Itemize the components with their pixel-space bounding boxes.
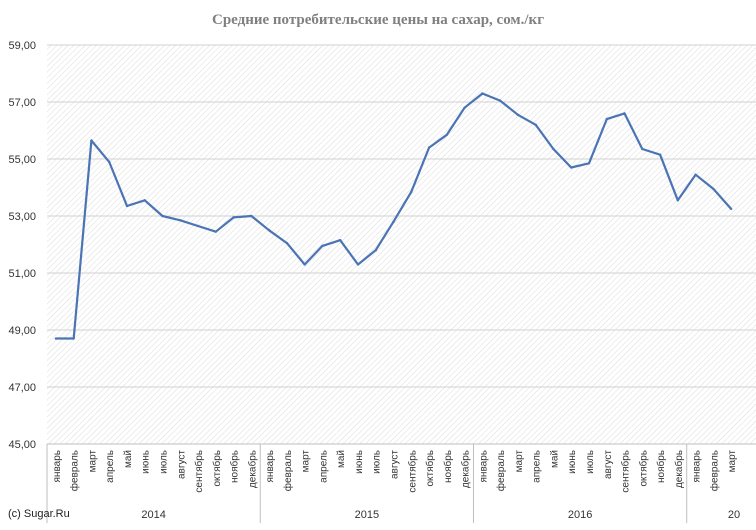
x-tick-label: февраль [69,450,81,491]
data-point [143,199,146,202]
data-point [250,214,253,218]
y-tick-label: 45,00 [8,439,36,451]
data-point [587,162,591,165]
x-tick-label: апрель [318,450,329,483]
y-tick-label: 53,00 [8,211,36,223]
x-tick-label: октябрь [424,450,436,487]
x-tick-label: сентябрь [620,450,632,493]
x-tick-label: май [549,450,560,468]
x-tick-label: декабрь [246,450,258,488]
data-point [676,199,680,202]
x-tick-label: июль [585,450,596,474]
year-label: 2014 [141,509,165,521]
x-tick-label: январь [265,450,276,482]
x-tick-label: июнь [567,450,578,474]
plot-background [47,45,756,444]
x-tick-label: декабрь [460,450,472,488]
x-tick-label: август [176,450,187,479]
data-point [658,153,662,156]
data-point [570,166,573,169]
data-point [463,106,466,109]
year-label: 2015 [355,509,379,521]
data-point [232,216,235,219]
year-label: 2016 [568,509,592,521]
y-tick-label: 49,00 [8,325,36,337]
data-point [374,249,377,252]
data-point [605,117,608,121]
y-tick-label: 51,00 [8,268,36,280]
x-tick-label: январь [692,450,703,482]
data-point [285,241,289,245]
data-point [481,92,484,95]
y-tick-label: 59,00 [8,40,36,52]
data-point [552,147,555,151]
data-point [321,244,324,248]
x-tick-label: январь [52,450,63,482]
x-tick-label: сентябрь [406,450,418,493]
y-tick-label: 55,00 [8,154,36,166]
data-point [498,99,502,102]
y-tick-label: 57,00 [8,97,36,109]
x-tick-label: июнь [141,450,152,474]
x-tick-label: декабрь [673,450,685,488]
data-point [694,173,697,176]
x-tick-label: февраль [708,450,720,491]
x-tick-label: ноябрь [655,450,667,483]
x-tick-label: июль [159,450,170,474]
x-tick-label: март [727,450,738,473]
data-point [107,160,111,164]
data-point [339,239,342,242]
data-point [303,263,306,266]
chart-title: Средние потребительские цены на сахар, с… [211,12,545,28]
data-point [445,133,449,136]
x-tick-label: май [123,450,134,468]
data-point [214,230,218,233]
x-tick-label: январь [478,450,489,482]
x-tick-label: сентябрь [193,450,205,493]
data-point [516,113,520,117]
data-point [196,224,200,228]
data-point [267,229,271,232]
x-tick-label: март [514,450,525,473]
data-point [125,204,129,208]
x-tick-label: июнь [354,450,365,474]
data-point [356,263,360,266]
x-tick-label: ноябрь [442,450,454,483]
data-point [161,214,164,218]
data-point [54,337,58,340]
x-tick-label: май [336,450,347,468]
data-point [534,123,537,127]
year-label: 20 [728,509,740,521]
x-tick-label: июль [372,450,383,474]
x-tick-label: апрель [532,450,543,483]
x-tick-label: февраль [282,450,294,491]
y-tick-label: 47,00 [8,382,36,394]
data-point [623,112,626,115]
data-point [427,146,431,149]
data-point [641,147,644,151]
x-tick-label: март [301,450,312,473]
x-tick-label: октябрь [211,450,223,487]
x-tick-label: февраль [495,450,507,491]
x-tick-label: ноябрь [229,450,241,483]
x-tick-label: март [87,450,98,473]
x-tick-label: октябрь [637,450,649,487]
x-tick-label: август [390,450,401,479]
x-tick-label: август [603,450,614,479]
data-point [72,337,75,340]
copyright-label: (c) Sugar.Ru [8,508,70,520]
data-point [729,207,733,211]
data-point [90,139,93,142]
data-point [179,219,182,222]
data-point [392,220,395,223]
x-tick-label: апрель [105,450,116,483]
data-point [410,190,413,193]
data-point [712,187,715,191]
